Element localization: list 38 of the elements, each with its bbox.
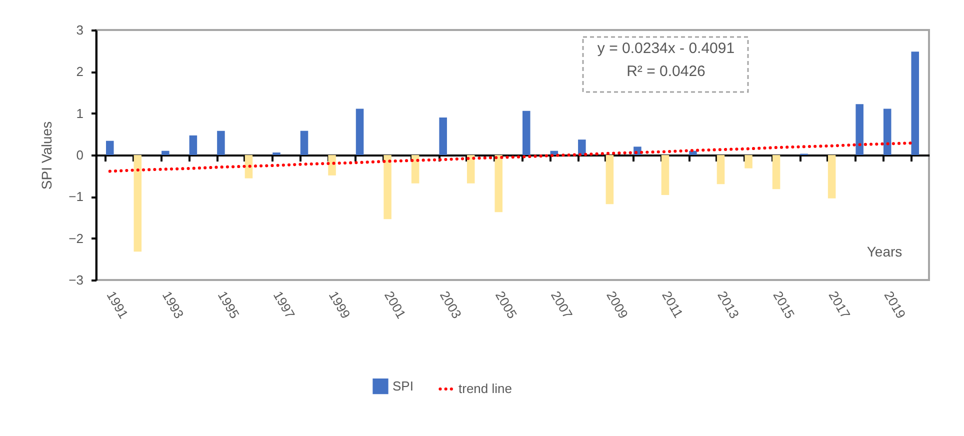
bar <box>244 155 253 178</box>
bar <box>162 150 170 155</box>
bar <box>578 140 586 155</box>
y-tick-label: 0 <box>76 148 84 162</box>
bar <box>661 155 670 195</box>
bar <box>411 155 420 184</box>
bar <box>189 135 198 155</box>
bar <box>744 155 752 168</box>
y-axis-title: SPI Values <box>38 121 55 190</box>
bar <box>328 155 336 176</box>
bar <box>856 104 864 155</box>
bar <box>217 130 225 155</box>
bar <box>522 110 530 155</box>
legend-label: SPI <box>392 378 414 394</box>
bar <box>883 108 892 155</box>
bar <box>300 130 308 155</box>
annotation: R² = 0.0426 <box>626 63 706 80</box>
bar <box>911 52 920 155</box>
x-axis-title: Years <box>866 244 902 260</box>
bar <box>606 155 614 204</box>
bar <box>439 118 447 155</box>
bar <box>384 155 392 220</box>
y-tick-label: 2 <box>76 64 84 80</box>
annotation: y = 0.0234x - 0.4091 <box>597 40 735 57</box>
y-tick-label: 3 <box>76 22 84 38</box>
bar <box>828 155 836 198</box>
y-tick-label: −3 <box>68 272 84 288</box>
bar <box>494 155 503 212</box>
bar <box>134 155 142 252</box>
legend-label: trend line <box>458 381 512 396</box>
y-tick-label: 1 <box>76 106 84 121</box>
bar <box>106 140 114 155</box>
bar <box>772 155 780 190</box>
y-tick-label: −1 <box>68 189 84 204</box>
y-tick-label: −2 <box>68 230 84 246</box>
bar <box>356 108 364 155</box>
bar <box>466 155 475 184</box>
bar <box>716 155 725 184</box>
